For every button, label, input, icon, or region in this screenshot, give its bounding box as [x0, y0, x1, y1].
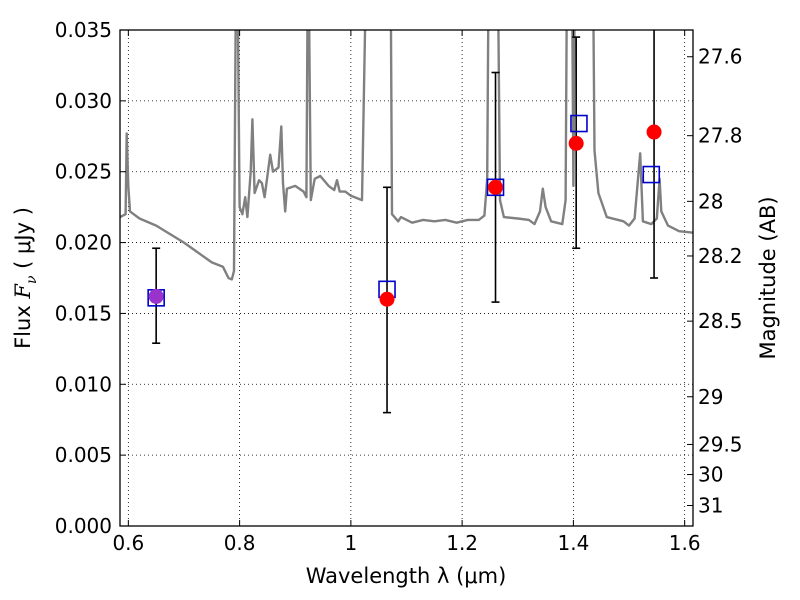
y-tick-label: 0.005 — [55, 443, 112, 467]
mag-tick-label: 29.5 — [698, 432, 743, 456]
circle-marker — [646, 124, 662, 140]
x-tick-label: 0.8 — [224, 531, 256, 555]
data-markers — [147, 114, 662, 307]
spectrum-line — [120, 30, 693, 281]
mag-tick-label: 29 — [698, 385, 723, 409]
y-tick-label: 0.025 — [55, 160, 112, 184]
y-tick-label: 0.015 — [55, 301, 112, 325]
x-tick-label: 1.6 — [669, 531, 701, 555]
circle-marker — [148, 288, 164, 304]
y-tick-label: 0.000 — [55, 514, 112, 538]
x-tick-label: 1.4 — [557, 531, 589, 555]
square-marker — [642, 165, 661, 184]
axis-ticks — [120, 29, 693, 527]
x-tick-label: 1.2 — [446, 531, 478, 555]
mag-tick-label: 28.5 — [698, 309, 743, 333]
circle-marker — [568, 135, 584, 151]
tick-labels: 0.6 0.8 1 1.2 1.4 1.6 0.000 0.005 0.010 0.015 0.02… — [55, 18, 743, 555]
square-marker — [570, 114, 588, 133]
right-axis-label: Magnitude (AB) — [756, 196, 780, 359]
y-tick-label: 0.020 — [55, 231, 112, 255]
mag-tick-label: 27.8 — [698, 124, 743, 148]
y-tick-label: 0.035 — [55, 18, 112, 42]
circle-marker — [488, 179, 504, 195]
plot-background — [120, 30, 693, 526]
mag-tick-label: 30 — [698, 463, 723, 487]
x-tick-label: 1 — [345, 531, 358, 555]
circle-marker — [379, 291, 395, 307]
y-axis-label: Flux Fν ( μJy ) — [11, 207, 40, 349]
mag-tick-label: 28.2 — [698, 244, 743, 268]
square-marker — [486, 178, 505, 197]
x-axis-label: Wavelength λ (μm) — [306, 564, 507, 588]
model-spectrum — [120, 30, 693, 281]
mag-tick-label: 31 — [698, 494, 723, 518]
plot-frame — [119, 29, 694, 527]
mag-tick-label: 27.6 — [698, 45, 743, 69]
mag-tick-label: 28 — [698, 189, 723, 213]
x-tick-label: 0.6 — [112, 531, 144, 555]
y-tick-label: 0.010 — [55, 372, 112, 396]
grid-lines — [120, 30, 693, 526]
y-tick-label: 0.030 — [55, 89, 112, 113]
